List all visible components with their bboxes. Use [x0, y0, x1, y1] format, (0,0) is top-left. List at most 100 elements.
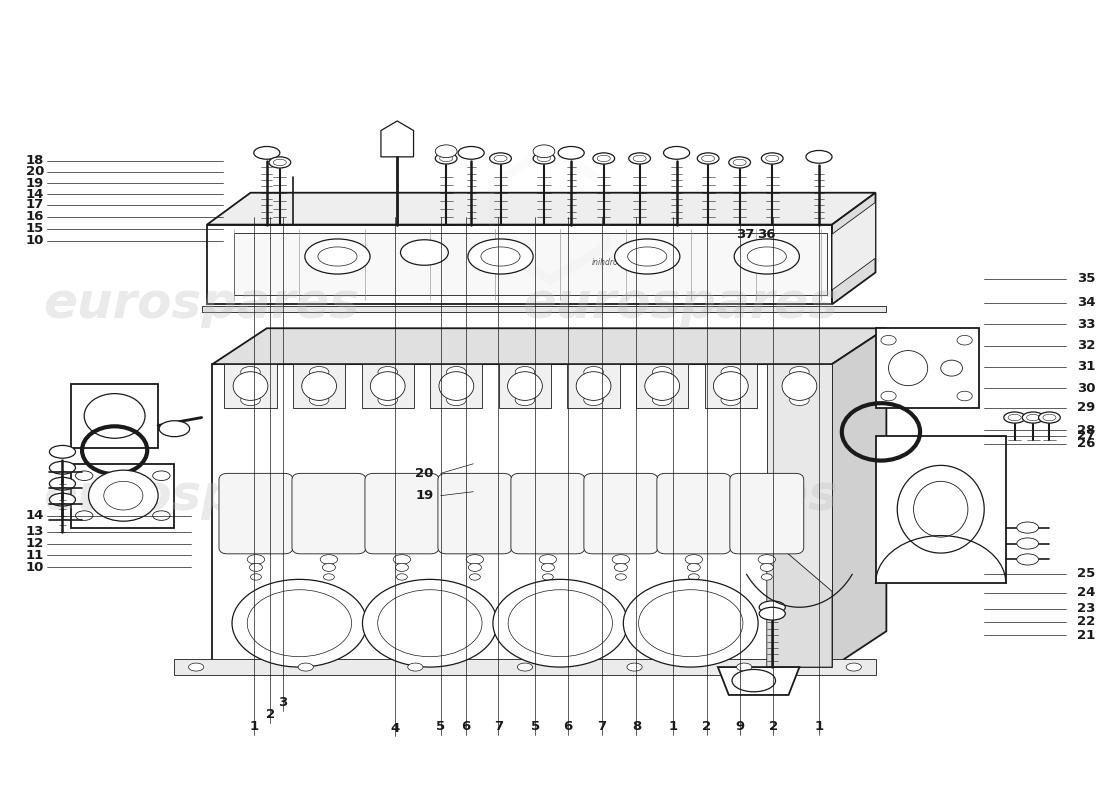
Ellipse shape: [458, 146, 484, 159]
Ellipse shape: [309, 394, 329, 406]
FancyBboxPatch shape: [438, 474, 512, 554]
Ellipse shape: [615, 574, 626, 580]
Ellipse shape: [689, 574, 700, 580]
Text: 28: 28: [1077, 424, 1094, 437]
Text: inihdroɢɯɐl: inihdroɢɯɐl: [592, 258, 637, 266]
Ellipse shape: [1016, 522, 1038, 533]
Ellipse shape: [702, 155, 715, 162]
Ellipse shape: [697, 153, 719, 164]
Ellipse shape: [759, 601, 785, 614]
Text: 3: 3: [278, 697, 288, 710]
Ellipse shape: [790, 394, 810, 406]
Ellipse shape: [241, 394, 261, 406]
Text: 11: 11: [25, 549, 44, 562]
Text: 2: 2: [703, 720, 712, 734]
Text: eurospares: eurospares: [44, 280, 360, 328]
Text: 14: 14: [25, 509, 44, 522]
Ellipse shape: [663, 146, 690, 159]
Text: 1: 1: [669, 720, 678, 734]
Text: eurospares: eurospares: [521, 280, 838, 328]
Ellipse shape: [584, 394, 604, 406]
Ellipse shape: [323, 574, 334, 580]
Text: 25: 25: [1077, 567, 1094, 580]
Ellipse shape: [613, 554, 629, 564]
Ellipse shape: [103, 482, 143, 510]
Text: 16: 16: [25, 210, 44, 223]
Polygon shape: [773, 364, 825, 408]
Ellipse shape: [881, 391, 896, 401]
Polygon shape: [767, 535, 832, 667]
Text: 33: 33: [1077, 318, 1096, 330]
Ellipse shape: [898, 466, 984, 553]
Ellipse shape: [507, 372, 542, 400]
Ellipse shape: [790, 366, 810, 378]
Ellipse shape: [542, 574, 553, 580]
Ellipse shape: [1038, 412, 1060, 423]
Ellipse shape: [652, 366, 672, 378]
Ellipse shape: [759, 607, 785, 620]
Polygon shape: [832, 328, 887, 667]
Ellipse shape: [396, 574, 407, 580]
Ellipse shape: [957, 335, 972, 345]
Polygon shape: [72, 464, 175, 527]
Ellipse shape: [624, 579, 758, 667]
Polygon shape: [381, 121, 414, 157]
Ellipse shape: [232, 579, 366, 667]
Ellipse shape: [638, 590, 743, 657]
Ellipse shape: [298, 663, 314, 671]
Polygon shape: [212, 328, 887, 364]
Ellipse shape: [881, 335, 896, 345]
Ellipse shape: [593, 153, 615, 164]
Ellipse shape: [615, 239, 680, 274]
Ellipse shape: [766, 155, 779, 162]
Text: 13: 13: [25, 525, 44, 538]
Ellipse shape: [652, 394, 672, 406]
Polygon shape: [705, 364, 757, 408]
Ellipse shape: [576, 372, 610, 400]
Polygon shape: [72, 384, 158, 448]
Ellipse shape: [515, 366, 535, 378]
Text: 12: 12: [25, 537, 44, 550]
Ellipse shape: [468, 239, 534, 274]
Ellipse shape: [645, 372, 680, 400]
Polygon shape: [568, 364, 619, 408]
Ellipse shape: [628, 247, 667, 266]
FancyBboxPatch shape: [510, 474, 585, 554]
Polygon shape: [636, 364, 689, 408]
Ellipse shape: [248, 590, 352, 657]
Ellipse shape: [714, 372, 748, 400]
Ellipse shape: [400, 240, 449, 266]
Ellipse shape: [393, 554, 410, 564]
Text: 9: 9: [735, 720, 745, 734]
FancyBboxPatch shape: [657, 474, 730, 554]
Ellipse shape: [597, 155, 611, 162]
Ellipse shape: [395, 563, 408, 571]
Ellipse shape: [534, 145, 554, 158]
Text: 18: 18: [25, 154, 44, 167]
Text: ⬡: ⬡: [476, 143, 623, 306]
Text: 32: 32: [1077, 339, 1094, 352]
Ellipse shape: [517, 663, 532, 671]
Ellipse shape: [957, 391, 972, 401]
Ellipse shape: [729, 157, 750, 168]
Text: 24: 24: [1077, 586, 1094, 599]
Ellipse shape: [685, 554, 703, 564]
Ellipse shape: [270, 157, 290, 168]
Text: 7: 7: [494, 720, 503, 734]
Polygon shape: [767, 364, 832, 667]
Ellipse shape: [363, 579, 497, 667]
Text: 37: 37: [736, 228, 755, 241]
Ellipse shape: [160, 421, 189, 437]
Text: 31: 31: [1077, 360, 1094, 373]
Text: 26: 26: [1077, 438, 1094, 450]
Ellipse shape: [305, 239, 370, 274]
Text: 1: 1: [250, 720, 258, 734]
FancyBboxPatch shape: [365, 474, 439, 554]
Ellipse shape: [378, 366, 397, 378]
Ellipse shape: [301, 372, 337, 400]
Ellipse shape: [761, 574, 772, 580]
Text: 7: 7: [597, 720, 606, 734]
Ellipse shape: [508, 590, 613, 657]
Ellipse shape: [541, 563, 554, 571]
Polygon shape: [212, 364, 832, 667]
